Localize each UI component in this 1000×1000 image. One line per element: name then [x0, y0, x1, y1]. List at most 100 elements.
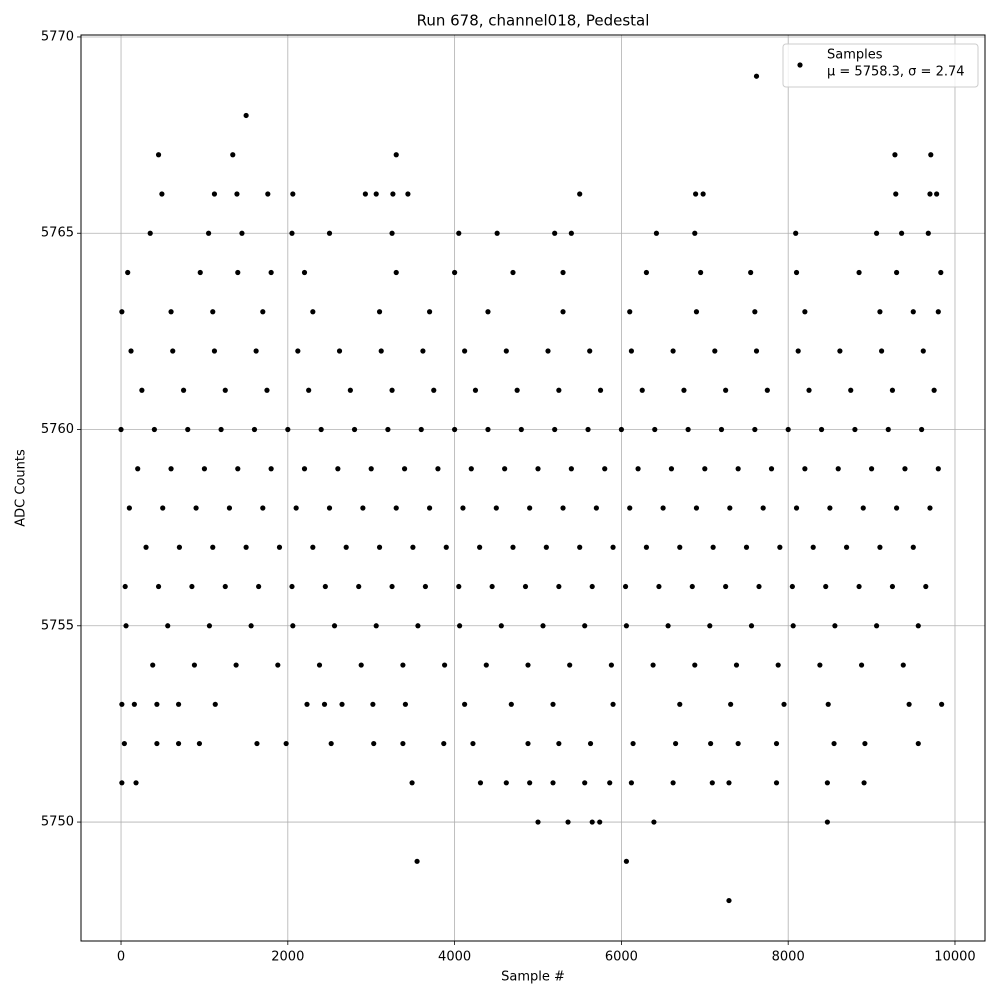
point [692, 230, 698, 236]
point [168, 309, 174, 315]
point [824, 780, 830, 786]
point [243, 112, 249, 119]
chart-title: Run 678, channel018, Pedestal [417, 12, 650, 30]
point [653, 230, 660, 236]
point [393, 505, 399, 511]
point [518, 426, 524, 433]
point [234, 191, 240, 197]
point [420, 348, 426, 354]
point [370, 701, 376, 707]
point [670, 780, 676, 786]
y-tick-label: 5755 [41, 618, 74, 633]
point [415, 623, 421, 629]
point [125, 269, 131, 276]
point [176, 544, 183, 550]
point [318, 426, 324, 433]
y-tick-label: 5750 [41, 815, 74, 830]
point [806, 387, 812, 393]
point [665, 623, 671, 629]
point [568, 466, 574, 472]
point [260, 309, 266, 315]
point [756, 583, 762, 590]
point [201, 466, 208, 472]
point [868, 466, 875, 472]
point [418, 426, 424, 433]
point [235, 269, 241, 276]
x-tick-label: 0 [117, 950, 125, 965]
point [205, 230, 212, 236]
point [339, 701, 345, 707]
point [196, 740, 203, 747]
point [508, 701, 514, 707]
point [832, 623, 838, 629]
point [393, 269, 399, 276]
point [568, 230, 574, 236]
point [540, 623, 546, 629]
point [712, 348, 718, 354]
point [577, 544, 583, 550]
point [925, 230, 931, 236]
point [628, 348, 635, 354]
point [760, 505, 766, 511]
point [885, 426, 891, 433]
x-tick-label: 4000 [438, 950, 471, 965]
point [260, 505, 266, 511]
point [289, 230, 295, 236]
point [256, 583, 262, 590]
point [785, 426, 791, 433]
legend-annotation: μ = 5758.3, σ = 2.74 [827, 65, 965, 80]
point [827, 505, 833, 511]
point [322, 583, 328, 590]
point [254, 740, 260, 747]
point [873, 230, 880, 236]
point [837, 348, 843, 354]
point [527, 505, 533, 511]
point [928, 152, 934, 158]
point [773, 780, 780, 786]
point [460, 505, 466, 511]
point [401, 466, 408, 472]
point [889, 387, 896, 393]
point [860, 505, 866, 511]
point [210, 309, 216, 315]
point [514, 387, 520, 393]
point [752, 426, 758, 433]
point [710, 544, 716, 550]
point [628, 780, 635, 786]
point [489, 583, 495, 590]
point [552, 426, 558, 433]
point [462, 348, 468, 354]
point [635, 466, 641, 472]
point [650, 662, 656, 668]
point [189, 583, 195, 590]
point [597, 387, 604, 393]
point [351, 426, 358, 433]
point [535, 466, 541, 472]
point [582, 623, 588, 629]
legend: Samples μ = 5758.3, σ = 2.74 [782, 43, 979, 88]
point [211, 191, 218, 197]
point [165, 623, 171, 629]
point [477, 544, 483, 550]
point [283, 740, 289, 747]
point [693, 505, 700, 511]
point [168, 466, 174, 472]
x-tick-label: 6000 [605, 950, 638, 965]
point [389, 230, 395, 236]
legend-label: Samples [827, 48, 883, 63]
point [727, 505, 733, 511]
point [368, 466, 374, 472]
point [191, 662, 198, 668]
point [735, 466, 741, 472]
point [643, 269, 650, 276]
point [651, 819, 657, 825]
point [938, 269, 944, 276]
x-tick-label: 10000 [934, 950, 975, 965]
point [126, 505, 132, 511]
point [708, 740, 714, 747]
point [335, 466, 341, 472]
point [748, 623, 755, 629]
point [773, 740, 780, 747]
point [677, 544, 683, 550]
point [623, 858, 630, 864]
